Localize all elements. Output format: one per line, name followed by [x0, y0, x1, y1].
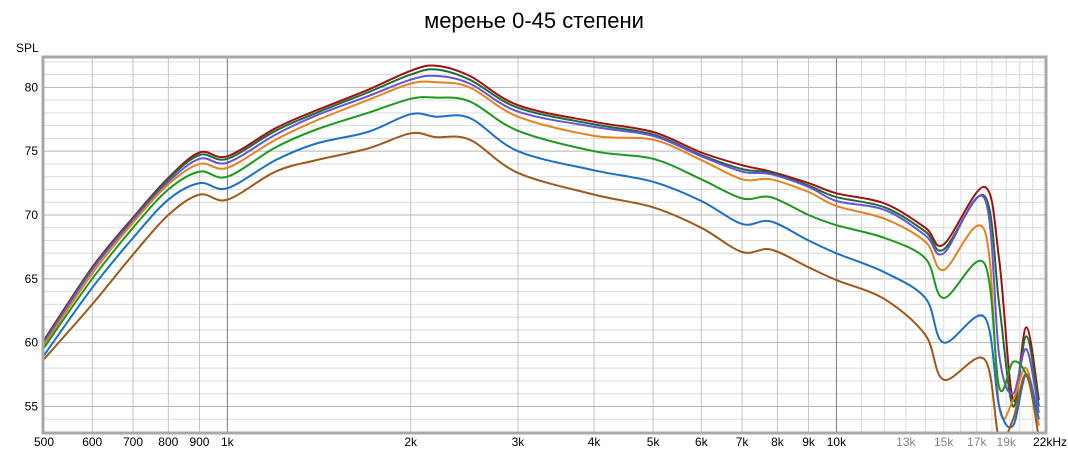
series-line-3	[44, 80, 1040, 426]
x-tick-label: 4k	[588, 435, 602, 449]
axes: 55 60 65 70 75 80 500 600 700 800 900 1k 2k 3k 4k 5k 6k 7…	[25, 55, 1067, 449]
y-tick-label: 70	[25, 208, 39, 222]
x-tick-label: 800	[158, 435, 178, 449]
y-tick-label: 80	[25, 80, 39, 94]
series-line-5	[44, 112, 1040, 429]
x-tick-label: 15k	[934, 435, 954, 449]
y-tick-label: 60	[25, 336, 39, 350]
plot-background	[44, 58, 1045, 432]
x-tick-label: 22kHz	[1033, 435, 1067, 449]
x-tick-label: 600	[82, 435, 102, 449]
x-tick-label: 900	[189, 435, 209, 449]
x-tick-label: 3k	[512, 435, 526, 449]
plot-area	[44, 64, 1040, 432]
x-tick-label: 7k	[736, 435, 750, 449]
chart-title: мерење 0-45 степени	[424, 8, 644, 33]
series-line-4	[44, 96, 1040, 420]
series-line-1	[44, 68, 1040, 408]
y-axis-label: SPL	[16, 41, 39, 55]
x-tick-label: 2k	[404, 435, 418, 449]
x-tick-label: 8k	[771, 435, 785, 449]
x-tick-label: 5k	[647, 435, 661, 449]
x-tick-label: 1k	[221, 435, 235, 449]
grid	[43, 58, 1046, 433]
y-tick-label: 55	[25, 399, 39, 413]
x-tick-label: 13k	[896, 435, 916, 449]
series-line-0	[44, 64, 1040, 402]
x-tick-label: 19k	[997, 435, 1017, 449]
y-tick-label: 65	[25, 272, 39, 286]
x-tick-label: 700	[123, 435, 143, 449]
y-tick-label: 75	[25, 144, 39, 158]
plot-frame	[41, 55, 1048, 435]
series-line-6	[44, 131, 1039, 432]
series-line-2	[44, 74, 1040, 414]
x-tick-label: 6k	[695, 435, 709, 449]
x-tick-label: 10k	[827, 435, 847, 449]
x-tick-label: 500	[34, 435, 54, 449]
x-tick-label: 17k	[967, 435, 987, 449]
x-tick-label: 9k	[802, 435, 816, 449]
